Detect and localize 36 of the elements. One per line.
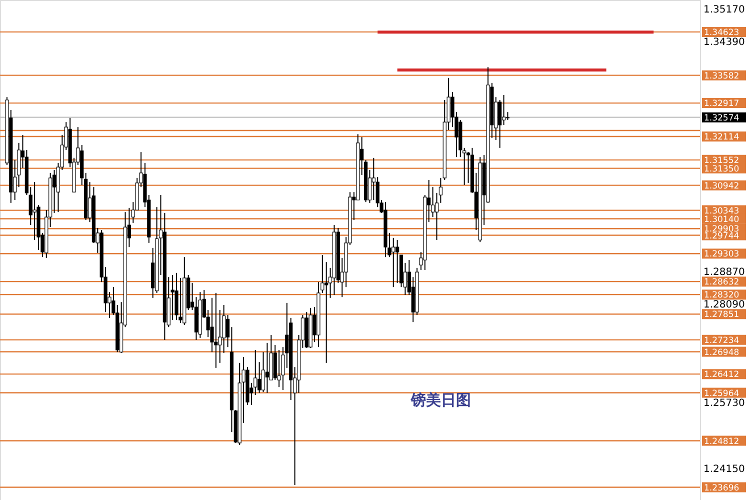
- ref-line-label: 1.26948: [704, 348, 740, 358]
- ref-line-label: 1.32574: [704, 113, 740, 124]
- candlestick: [32, 182, 36, 240]
- y-tick-label: 1.25730: [704, 398, 745, 409]
- ref-line-label: 1.28632: [704, 278, 740, 288]
- ref-line-label: 1.25964: [704, 388, 740, 399]
- candlestick: [214, 292, 218, 368]
- y-tick-label: 1.34390: [704, 37, 745, 48]
- ref-line-label: 1.32917: [704, 99, 740, 110]
- candlestick: [178, 277, 182, 324]
- ref-line-label: 1.31552: [704, 156, 740, 166]
- candlestick: [324, 262, 328, 364]
- ref-line-label: 1.33582: [704, 71, 740, 82]
- ref-line-label: 1.32114: [704, 132, 740, 142]
- ref-line-label: 1.23696: [704, 483, 740, 494]
- candlestick: [392, 237, 396, 288]
- ref-line-label: 1.28320: [704, 290, 740, 301]
- ref-line-label: 1.34623: [704, 28, 740, 38]
- ref-line-label: 1.31350: [704, 164, 740, 174]
- ref-line-label: 1.27234: [704, 336, 740, 346]
- candlestick: [498, 100, 502, 148]
- ref-line-label: 1.29303: [704, 250, 740, 260]
- annotation: 镑美日图: [410, 391, 471, 409]
- ref-line-label: 1.27851: [704, 310, 740, 320]
- ref-line-label: 1.26412: [704, 370, 740, 380]
- y-tick-label: 1.28870: [704, 267, 745, 278]
- ref-line-label: 1.24812: [704, 436, 740, 447]
- candlestick: [396, 240, 400, 284]
- ref-line-label: 1.30140: [704, 214, 740, 225]
- y-tick-label: 1.28090: [704, 300, 745, 311]
- ref-line-label: 1.30942: [704, 181, 740, 192]
- candlestick: [502, 94, 506, 126]
- y-tick-label: 1.35170: [704, 4, 745, 16]
- y-tick-label: 1.24150: [704, 464, 745, 475]
- candlestick: [265, 342, 269, 394]
- ref-line-label: 1.30343: [704, 206, 740, 216]
